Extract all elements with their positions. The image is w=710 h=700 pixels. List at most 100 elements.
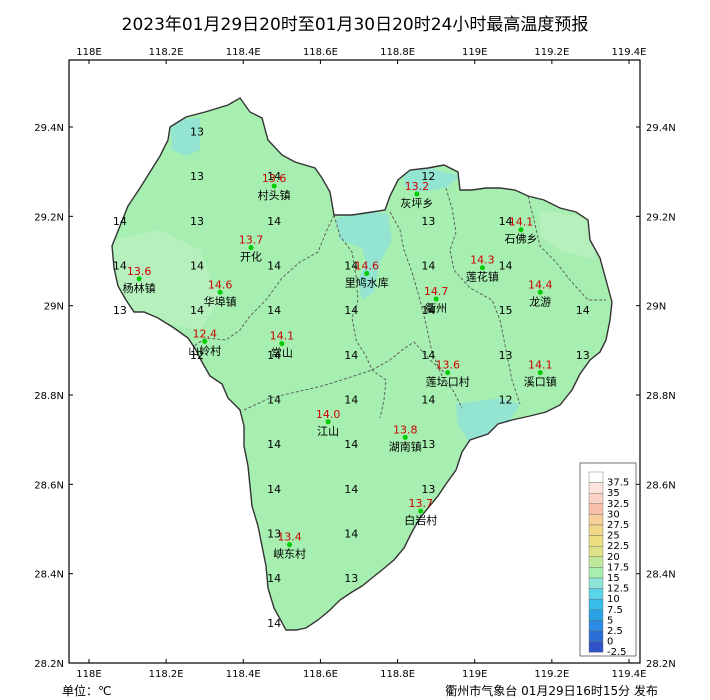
site-name: 衢州 bbox=[425, 302, 447, 315]
site-marker[interactable]: 14.7 衢州 bbox=[424, 285, 449, 315]
legend-swatch bbox=[588, 482, 604, 494]
site-marker[interactable]: 13.7 白岩村 bbox=[404, 497, 437, 527]
site-dot bbox=[271, 183, 277, 189]
grid-value: 14 bbox=[344, 438, 358, 451]
site-marker[interactable]: 14.3 莲花镇 bbox=[466, 254, 499, 284]
grid-value: 14 bbox=[421, 393, 435, 406]
temp-zone bbox=[540, 210, 596, 260]
site-dot bbox=[136, 276, 142, 282]
legend-swatch bbox=[588, 524, 604, 536]
site-dot bbox=[217, 289, 223, 295]
legend-swatch bbox=[588, 546, 604, 558]
grid-value: 13 bbox=[499, 349, 513, 362]
lon-tick-top: 118.8E bbox=[380, 47, 415, 58]
grid-value: 14 bbox=[267, 170, 281, 183]
legend-swatch bbox=[588, 503, 604, 515]
lat-tick-left: 28.2N bbox=[34, 659, 64, 670]
site-marker[interactable]: 13.8 湖南镇 bbox=[389, 423, 422, 453]
site-value: 14.3 bbox=[470, 254, 495, 267]
legend-label: 20 bbox=[607, 552, 620, 563]
site-marker[interactable]: 13.7 开化 bbox=[239, 234, 264, 264]
legend-label: 2.5 bbox=[607, 626, 623, 637]
site-marker[interactable]: 14.1 常山 bbox=[270, 330, 295, 360]
county-line bbox=[333, 214, 387, 419]
land-area bbox=[111, 97, 613, 631]
grid-value: 12 bbox=[190, 349, 204, 362]
site-marker[interactable]: 14.1 溪口镇 bbox=[524, 359, 557, 389]
lon-tick-bottom: 118.8E bbox=[380, 669, 415, 680]
site-dot bbox=[537, 370, 543, 376]
lon-tick-top: 119E bbox=[462, 47, 487, 58]
site-name: 莲花镇 bbox=[466, 270, 499, 284]
lon-tick-bottom: 118.4E bbox=[226, 669, 261, 680]
grid-value: 14 bbox=[267, 304, 281, 317]
site-name: 开化 bbox=[240, 250, 262, 264]
grid-value: 12 bbox=[421, 170, 435, 183]
site-value: 13.6 bbox=[127, 265, 152, 278]
site-value: 13.8 bbox=[393, 423, 418, 436]
grid-value: 14 bbox=[576, 304, 590, 317]
site-marker[interactable]: 13.4 峡东村 bbox=[273, 531, 306, 561]
grid-value: 14 bbox=[344, 483, 358, 496]
lon-tick-bottom: 118E bbox=[76, 669, 101, 680]
site-marker[interactable]: 13.6 莲坛口村 bbox=[426, 359, 470, 389]
site-marker[interactable]: 14.6 里鸠水库 bbox=[345, 260, 389, 290]
axis-ticks: 118E 118E 118.2E 118.2E 118.4E 118.4E 118.6E 11… bbox=[34, 47, 676, 680]
site-value: 12.4 bbox=[192, 327, 217, 340]
site-value: 14.1 bbox=[509, 216, 534, 229]
site-dot bbox=[414, 191, 420, 197]
grid-value: 14 bbox=[113, 215, 127, 228]
legend-swatch bbox=[588, 577, 604, 589]
legend-label: 35 bbox=[607, 488, 620, 499]
lat-tick-left: 28.6N bbox=[34, 480, 64, 491]
legend-swatch bbox=[588, 556, 604, 568]
site-name: 常山 bbox=[271, 347, 293, 360]
site-dot bbox=[537, 289, 543, 295]
legend-label: 25 bbox=[607, 531, 620, 542]
site-dot bbox=[279, 341, 285, 347]
grid-value: 14 bbox=[499, 259, 513, 272]
lon-tick-bottom: 118.2E bbox=[149, 669, 184, 680]
grid-value: 14 bbox=[267, 617, 281, 630]
county-line bbox=[445, 187, 521, 405]
site-value: 14.1 bbox=[528, 359, 553, 372]
legend-swatch bbox=[588, 514, 604, 526]
site-marker[interactable]: 13.2 灰坪乡 bbox=[400, 180, 433, 210]
grid-value: 14 bbox=[421, 259, 435, 272]
site-value: 13.6 bbox=[435, 359, 460, 372]
site-name: 溪口镇 bbox=[524, 375, 557, 389]
site-marker[interactable]: 14.1 石佛乡 bbox=[505, 216, 538, 246]
grid-value: 14 bbox=[113, 259, 127, 272]
grid-value: 14 bbox=[190, 259, 204, 272]
site-name: 村头镇 bbox=[258, 188, 291, 202]
site-dot bbox=[248, 245, 254, 251]
unit-label: 单位：℃ bbox=[62, 684, 112, 698]
site-marker[interactable]: 14.0 江山 bbox=[316, 408, 341, 438]
site-marker[interactable]: 13.6 村头镇 bbox=[258, 172, 291, 202]
site-name: 石佛乡 bbox=[505, 233, 538, 246]
temp-zone bbox=[112, 230, 220, 330]
lat-tick-right: 28.4N bbox=[646, 570, 676, 581]
grid-value: 13 bbox=[344, 572, 358, 585]
site-marker[interactable]: 12.4 山岭村 bbox=[188, 327, 221, 357]
legend-label: 5 bbox=[607, 615, 613, 626]
site-value: 14.4 bbox=[528, 278, 553, 291]
lon-tick-bottom: 119.4E bbox=[612, 669, 647, 680]
site-dot bbox=[202, 338, 208, 344]
legend-swatch bbox=[588, 567, 604, 579]
grid-value: 13 bbox=[113, 304, 127, 317]
grid-value: 13 bbox=[421, 438, 435, 451]
grid-value: 13 bbox=[421, 483, 435, 496]
grid-value: 14 bbox=[499, 215, 513, 228]
site-marker[interactable]: 14.4 龙游 bbox=[528, 278, 553, 308]
site-name: 莲坛口村 bbox=[426, 375, 470, 389]
legend-label: 37.5 bbox=[607, 478, 629, 489]
site-dot bbox=[418, 508, 424, 514]
site-marker[interactable]: 13.6 杨林镇 bbox=[123, 265, 156, 295]
legend-swatch bbox=[588, 588, 604, 600]
site-marker[interactable]: 14.6 华埠镇 bbox=[204, 278, 237, 308]
grid-value: 13 bbox=[421, 215, 435, 228]
grid-value: 13 bbox=[190, 125, 204, 138]
map-title: 2023年01月29日20时至01月30日20时24小时最高温度预报 bbox=[121, 15, 589, 35]
lat-tick-right: 28.2N bbox=[646, 659, 676, 670]
